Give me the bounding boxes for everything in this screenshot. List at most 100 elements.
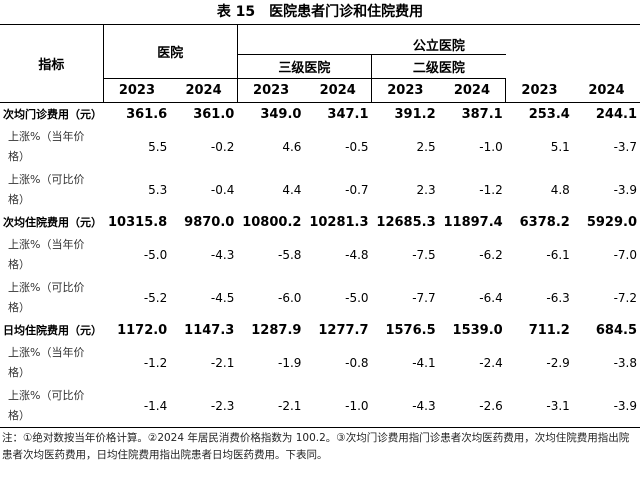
- table-row: 次均门诊费用（元） 361.6 361.0 349.0 347.1 391.2 387.1 2…: [0, 103, 640, 126]
- cell: -7.5: [412, 247, 436, 262]
- row-label: 上涨%（可比价格）: [0, 384, 104, 428]
- cell: 10281.3: [309, 214, 369, 230]
- cell: -1.4: [103, 384, 171, 428]
- cell: 10315.8: [108, 214, 168, 230]
- cell: 1539.0: [452, 322, 503, 338]
- cell: 11897.4: [443, 214, 503, 230]
- cell: -0.4: [210, 182, 235, 197]
- row-label: 上涨%（可比价格）: [8, 172, 85, 206]
- table-row: 上涨%（当年价格） 5.5 -0.2 4.6 -0.5 2.5 -1.0 5.1 -3.7: [0, 125, 640, 168]
- cell: 684.5: [595, 322, 637, 338]
- table: 指标 医院 公立医院 三级医院 二级医院 2023 2024 2023 2024 202…: [0, 24, 640, 428]
- cell: -1.2: [479, 182, 503, 197]
- header-tier2: 二级医院: [371, 54, 506, 79]
- header-year: 2024: [438, 78, 506, 103]
- cell: -4.5: [210, 290, 235, 305]
- row-label: 次均住院费用（元）: [3, 216, 102, 229]
- header-year: 2024: [304, 78, 372, 103]
- cell: -4.8: [345, 247, 369, 262]
- cell: -3.7: [613, 139, 637, 154]
- cell: 12685.3: [376, 214, 436, 230]
- cell: 6378.2: [519, 214, 570, 230]
- cell: -7.2: [613, 290, 637, 305]
- cell: -1.9: [278, 355, 302, 370]
- cell: 387.1: [461, 106, 503, 122]
- cell: -7.0: [613, 247, 637, 262]
- table-row: 日均住院费用（元） 1172.0 1147.3 1287.9 1277.7 1576.5 1…: [0, 319, 640, 341]
- table-row: 上涨%（当年价格） -5.0 -4.3 -5.8 -4.8 -7.5 -6.2 -6.1 -7.…: [0, 233, 640, 276]
- cell: -3.1: [505, 384, 573, 428]
- cell: -1.2: [143, 355, 168, 370]
- cell: -0.5: [345, 139, 369, 154]
- cell: -4.1: [412, 355, 436, 370]
- cell: 9870.0: [184, 214, 235, 230]
- cell: 1147.3: [184, 322, 235, 338]
- row-label: 次均门诊费用（元）: [3, 108, 102, 121]
- cell: -2.6: [438, 384, 506, 428]
- cell: 5929.0: [586, 214, 637, 230]
- cell: -4.3: [210, 247, 235, 262]
- header-year: 2023: [236, 78, 305, 103]
- header-year: 2023: [102, 78, 171, 103]
- cell: 361.6: [126, 106, 168, 122]
- cell: -5.2: [143, 290, 168, 305]
- cell: 244.1: [595, 106, 637, 122]
- table-title: 表 15 医院患者门诊和住院费用: [216, 4, 424, 20]
- cell: 5.5: [148, 139, 168, 154]
- cell: -1.0: [479, 139, 503, 154]
- cell: -6.3: [546, 290, 570, 305]
- cell: -1.0: [304, 384, 372, 428]
- row-label: 日均住院费用（元）: [3, 324, 102, 337]
- cell: 1277.7: [318, 322, 369, 338]
- cell: 1576.5: [385, 322, 436, 338]
- note: 注：①绝对数按当年价格计算。②2024 年居民消费价格指数为 100.2。③次均…: [2, 432, 630, 461]
- cell: -6.4: [479, 290, 503, 305]
- cell: 361.0: [193, 106, 235, 122]
- cell: -0.8: [345, 355, 369, 370]
- cell: 391.2: [394, 106, 436, 122]
- row-label: 上涨%（当年价格）: [8, 129, 85, 163]
- cell: 347.1: [327, 106, 369, 122]
- cell: 5.3: [148, 182, 168, 197]
- cell: -0.2: [210, 139, 235, 154]
- cell: -2.1: [210, 355, 235, 370]
- cell: -5.8: [278, 247, 302, 262]
- cell: 5.1: [550, 139, 570, 154]
- table-row: 次均住院费用（元） 10315.8 9870.0 10800.2 10281.3 1268…: [0, 211, 640, 233]
- cell: 1172.0: [117, 322, 168, 338]
- table-row: 上涨%（可比价格） 5.3 -0.4 4.4 -0.7 2.3 -1.2 4.8 -3.9: [0, 168, 640, 211]
- cell: -3.9: [572, 384, 640, 428]
- cell: 349.0: [260, 106, 302, 122]
- cell: -5.0: [143, 247, 168, 262]
- cell: -4.3: [371, 384, 439, 428]
- header-year: 2023: [371, 78, 439, 103]
- cell: -2.4: [479, 355, 503, 370]
- cell: -3.9: [613, 182, 637, 197]
- cell: -2.9: [546, 355, 570, 370]
- header-year: 2024: [572, 78, 640, 103]
- cell: 4.8: [550, 182, 570, 197]
- cell: -2.3: [170, 384, 238, 428]
- cell: -5.0: [345, 290, 369, 305]
- cell: -0.7: [345, 182, 369, 197]
- cell: -2.1: [237, 384, 305, 428]
- cell: 4.6: [282, 139, 302, 154]
- row-label: 上涨%（可比价格）: [8, 280, 85, 314]
- cell: 2.5: [416, 139, 436, 154]
- cell: -6.1: [546, 247, 570, 262]
- cell: -7.7: [412, 290, 436, 305]
- cell: -6.2: [479, 247, 503, 262]
- cell: 10800.2: [242, 214, 302, 230]
- cell: -6.0: [278, 290, 302, 305]
- header-hospital: 医院: [102, 24, 238, 79]
- cell: 711.2: [528, 322, 570, 338]
- header-year: 2024: [170, 78, 238, 103]
- table-row: 上涨%（当年价格） -1.2 -2.1 -1.9 -0.8 -4.1 -2.4 -2.9 -3.…: [0, 341, 640, 384]
- cell: 4.4: [282, 182, 302, 197]
- header-public: 公立医院: [236, 24, 640, 55]
- cell: 253.4: [528, 106, 570, 122]
- row-label: 上涨%（当年价格）: [8, 237, 85, 271]
- cell: 2.3: [416, 182, 436, 197]
- header-tier3: 三级医院: [236, 54, 372, 79]
